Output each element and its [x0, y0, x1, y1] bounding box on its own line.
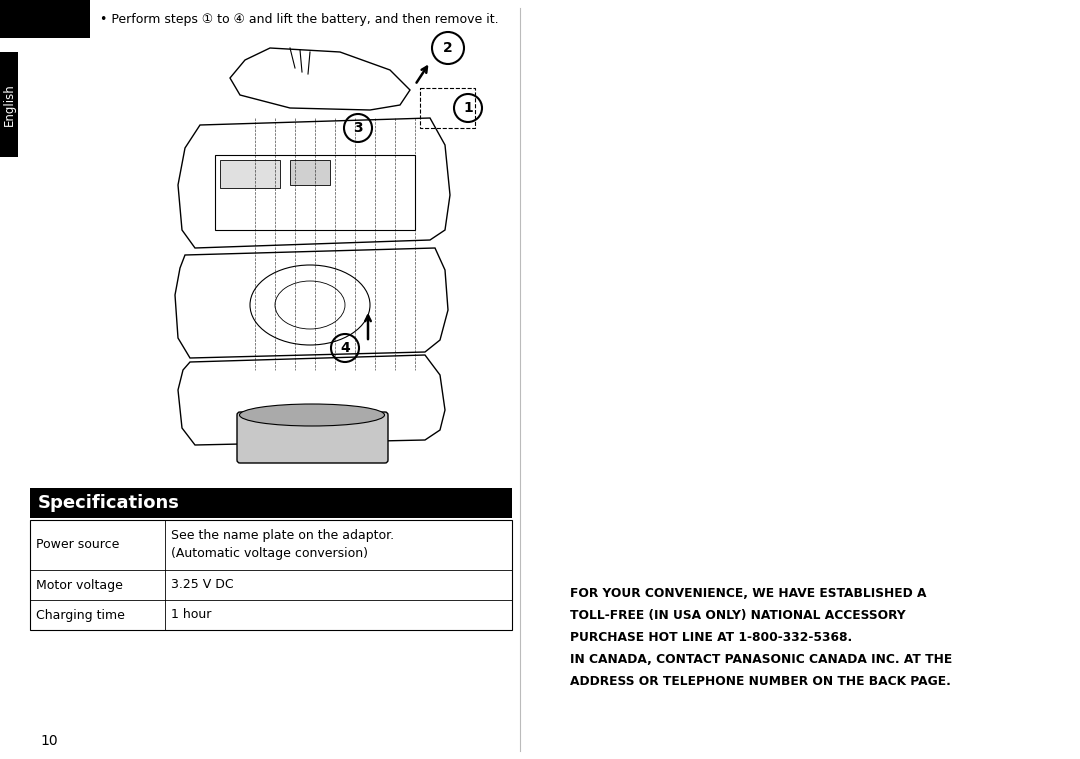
Text: ADDRESS OR TELEPHONE NUMBER ON THE BACK PAGE.: ADDRESS OR TELEPHONE NUMBER ON THE BACK …	[570, 675, 950, 688]
FancyBboxPatch shape	[237, 412, 388, 463]
Text: English: English	[2, 83, 15, 127]
Text: • Perform steps ① to ④ and lift the battery, and then remove it.: • Perform steps ① to ④ and lift the batt…	[100, 14, 499, 27]
Bar	[0, 52, 18, 157]
Ellipse shape	[240, 404, 384, 426]
Text: 1: 1	[463, 101, 473, 115]
Bar	[215, 155, 415, 230]
Text: PURCHASE HOT LINE AT 1-800-332-5368.: PURCHASE HOT LINE AT 1-800-332-5368.	[570, 631, 852, 644]
Text: 4: 4	[340, 341, 350, 355]
Text: 1 hour: 1 hour	[171, 609, 212, 622]
Bar	[220, 160, 280, 188]
Bar	[291, 160, 330, 185]
Text: 3.25 V DC: 3.25 V DC	[171, 578, 233, 591]
Bar	[30, 488, 512, 518]
Text: TOLL-FREE (IN USA ONLY) NATIONAL ACCESSORY: TOLL-FREE (IN USA ONLY) NATIONAL ACCESSO…	[570, 609, 906, 622]
Text: 2: 2	[443, 41, 453, 55]
Text: 3: 3	[353, 121, 363, 135]
Text: Specifications: Specifications	[38, 494, 180, 512]
Bar	[420, 88, 475, 128]
Bar	[0, 0, 90, 38]
Text: See the name plate on the adaptor.: See the name plate on the adaptor.	[171, 530, 394, 543]
Text: 10: 10	[40, 734, 57, 748]
Text: Power source: Power source	[36, 538, 120, 552]
Text: (Automatic voltage conversion): (Automatic voltage conversion)	[171, 547, 368, 560]
Text: IN CANADA, CONTACT PANASONIC CANADA INC. AT THE: IN CANADA, CONTACT PANASONIC CANADA INC.…	[570, 653, 953, 666]
Text: FOR YOUR CONVENIENCE, WE HAVE ESTABLISHED A: FOR YOUR CONVENIENCE, WE HAVE ESTABLISHE…	[570, 587, 927, 600]
Bar	[30, 520, 512, 630]
Text: Charging time: Charging time	[36, 609, 125, 622]
Text: Motor voltage: Motor voltage	[36, 578, 123, 591]
